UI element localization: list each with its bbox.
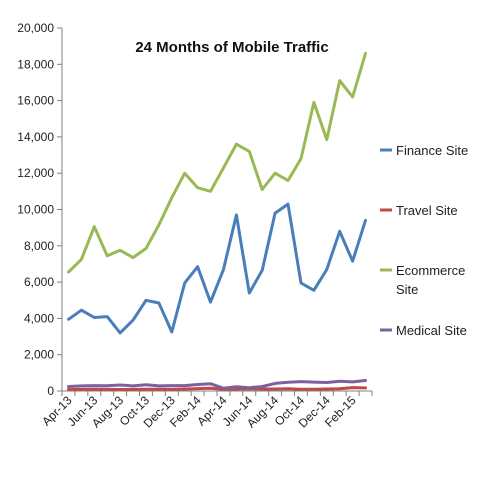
y-tick-label: 10,000	[17, 203, 54, 217]
y-tick-label: 2,000	[24, 348, 54, 362]
series-line-ecommerce-site	[67, 51, 367, 274]
y-tick-label: 8,000	[24, 239, 54, 253]
series-lines	[67, 51, 367, 391]
y-tick-label: 0	[47, 384, 54, 398]
legend-label-finance-site: Finance Site	[396, 143, 468, 158]
chart-title: 24 Months of Mobile Traffic	[135, 39, 328, 56]
y-tick-label: 18,000	[17, 57, 54, 71]
y-tick-label: 12,000	[17, 166, 54, 180]
series-line-medical-site	[67, 379, 367, 390]
legend-label-medical-site: Medical Site	[396, 323, 467, 338]
series-line-travel-site	[67, 386, 367, 391]
y-tick-label: 16,000	[17, 94, 54, 108]
y-tick-label: 14,000	[17, 130, 54, 144]
legend: Finance Site Travel Site Ecommerce Site Medi…	[380, 143, 468, 338]
legend-label-ecommerce-site: Ecommerce Site	[396, 263, 465, 297]
y-tick-label: 6,000	[24, 275, 54, 289]
y-tick-label: 20,000	[17, 21, 54, 35]
legend-label-travel-site: Travel Site	[396, 203, 458, 218]
y-axis-ticks: 0 2,000 4,000 6,000 8,000 10,000 12,000 14,000 1…	[17, 21, 62, 398]
series-line-finance-site	[67, 202, 367, 335]
axes	[61, 28, 372, 392]
x-axis-ticks: Apr-13Jun-13Aug-13Oct-13Dec-13Feb-14Apr-…	[39, 391, 373, 430]
y-tick-label: 4,000	[24, 311, 54, 325]
